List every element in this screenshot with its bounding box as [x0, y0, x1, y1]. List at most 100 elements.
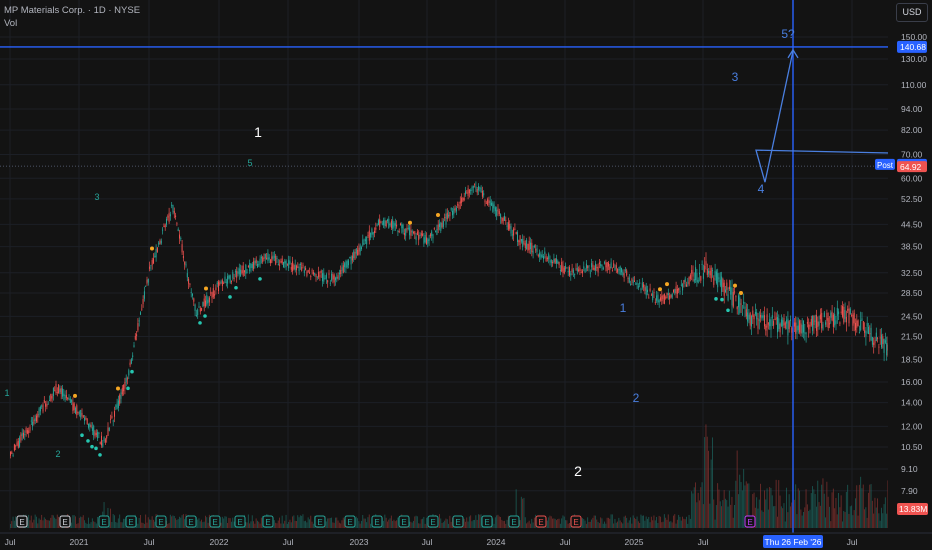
volume-bar [302, 514, 304, 528]
candle-body [363, 243, 365, 245]
volume-bar [708, 450, 709, 528]
candle-body [30, 420, 32, 422]
currency-button[interactable]: USD [896, 3, 928, 22]
candle-body [513, 228, 515, 236]
volume-bar [826, 481, 828, 528]
candle-body [687, 282, 689, 284]
earnings-marker: E [508, 515, 520, 528]
volume-bar [250, 521, 252, 528]
candle-body [745, 309, 747, 317]
candle-body [410, 229, 412, 236]
volume-bar [808, 510, 810, 528]
earnings-marker-box [535, 515, 547, 528]
candle-body [428, 238, 430, 242]
candle-body [643, 284, 645, 288]
signal-dot [94, 446, 98, 451]
candle-body [605, 262, 607, 268]
volume-bar [839, 507, 841, 528]
candle-body [702, 272, 704, 279]
candle-body [705, 261, 707, 266]
volume-bar [206, 517, 208, 528]
candle-body [153, 258, 154, 264]
volume-bar [709, 503, 711, 528]
volume-bar [110, 508, 111, 528]
candle-body [164, 224, 166, 228]
candle-body [54, 390, 56, 392]
candle-body [857, 320, 859, 327]
volume-bar [289, 519, 291, 528]
volume-bar [10, 523, 11, 528]
volume-bar [644, 520, 646, 528]
volume-bar [504, 520, 505, 528]
candle-body [800, 323, 802, 334]
volume-bar [882, 513, 884, 528]
candle-body [803, 321, 804, 333]
candle-body [635, 283, 637, 285]
candle-body [719, 279, 721, 286]
candle-body [558, 261, 560, 266]
volume-bar [717, 483, 719, 528]
post-label-tag [875, 158, 895, 170]
volume-bar [284, 520, 286, 528]
candle-body [799, 320, 801, 333]
volume-bar [832, 488, 834, 528]
volume-bar [257, 520, 258, 528]
candle-body [819, 314, 821, 320]
volume-bar [255, 518, 257, 528]
candle-body [656, 295, 658, 301]
volume-bar [363, 518, 365, 528]
candle-body [735, 296, 737, 298]
candle-body [69, 398, 71, 403]
candle-body [868, 326, 869, 335]
candle-body [528, 240, 530, 250]
earnings-marker-label: E [212, 518, 217, 527]
candle-body [452, 210, 453, 216]
volume-bar [877, 498, 878, 528]
earnings-marker: E [155, 515, 167, 528]
candle-body [563, 267, 565, 274]
candle-body [817, 321, 819, 328]
volume-bar [43, 517, 45, 528]
volume-bar [251, 515, 253, 528]
candle-body [545, 256, 547, 262]
candle-body [809, 324, 811, 327]
volume-bar [246, 522, 248, 528]
candle-body [260, 256, 262, 259]
candle-body [462, 197, 464, 202]
candle-body [864, 330, 866, 333]
signal-dot [714, 297, 718, 301]
volume-bar [687, 523, 689, 528]
candle-body [354, 251, 356, 260]
volume-bar [247, 514, 249, 528]
volume-bar [141, 522, 143, 528]
volume-bar [142, 522, 144, 528]
candle-body [147, 278, 149, 283]
candle-body [731, 287, 733, 306]
volume-bar [782, 508, 784, 528]
candle-body [830, 312, 832, 318]
y-tick-label: 150.00 [901, 32, 927, 42]
volume-bar [446, 519, 448, 528]
volume-bar [585, 523, 587, 528]
volume-bar [596, 519, 598, 528]
volume-bar [788, 494, 790, 528]
candle-body [575, 268, 577, 270]
volume-bar [419, 523, 421, 528]
volume-bar [752, 494, 754, 528]
volume-bar [861, 488, 863, 528]
candle-body [657, 294, 659, 303]
volume-bar [527, 522, 529, 528]
candle-body [82, 415, 84, 417]
candle-body [80, 409, 82, 418]
candle-body [645, 286, 647, 296]
volume-bar [387, 521, 388, 528]
volume-bar [143, 523, 145, 528]
volume-bar [506, 519, 508, 528]
candle-body [736, 306, 738, 310]
volume-bar [777, 516, 778, 528]
candle-body [293, 265, 295, 270]
candle-body [346, 260, 348, 268]
y-tick-label: 28.50 [901, 288, 923, 298]
candle-body [502, 217, 504, 222]
